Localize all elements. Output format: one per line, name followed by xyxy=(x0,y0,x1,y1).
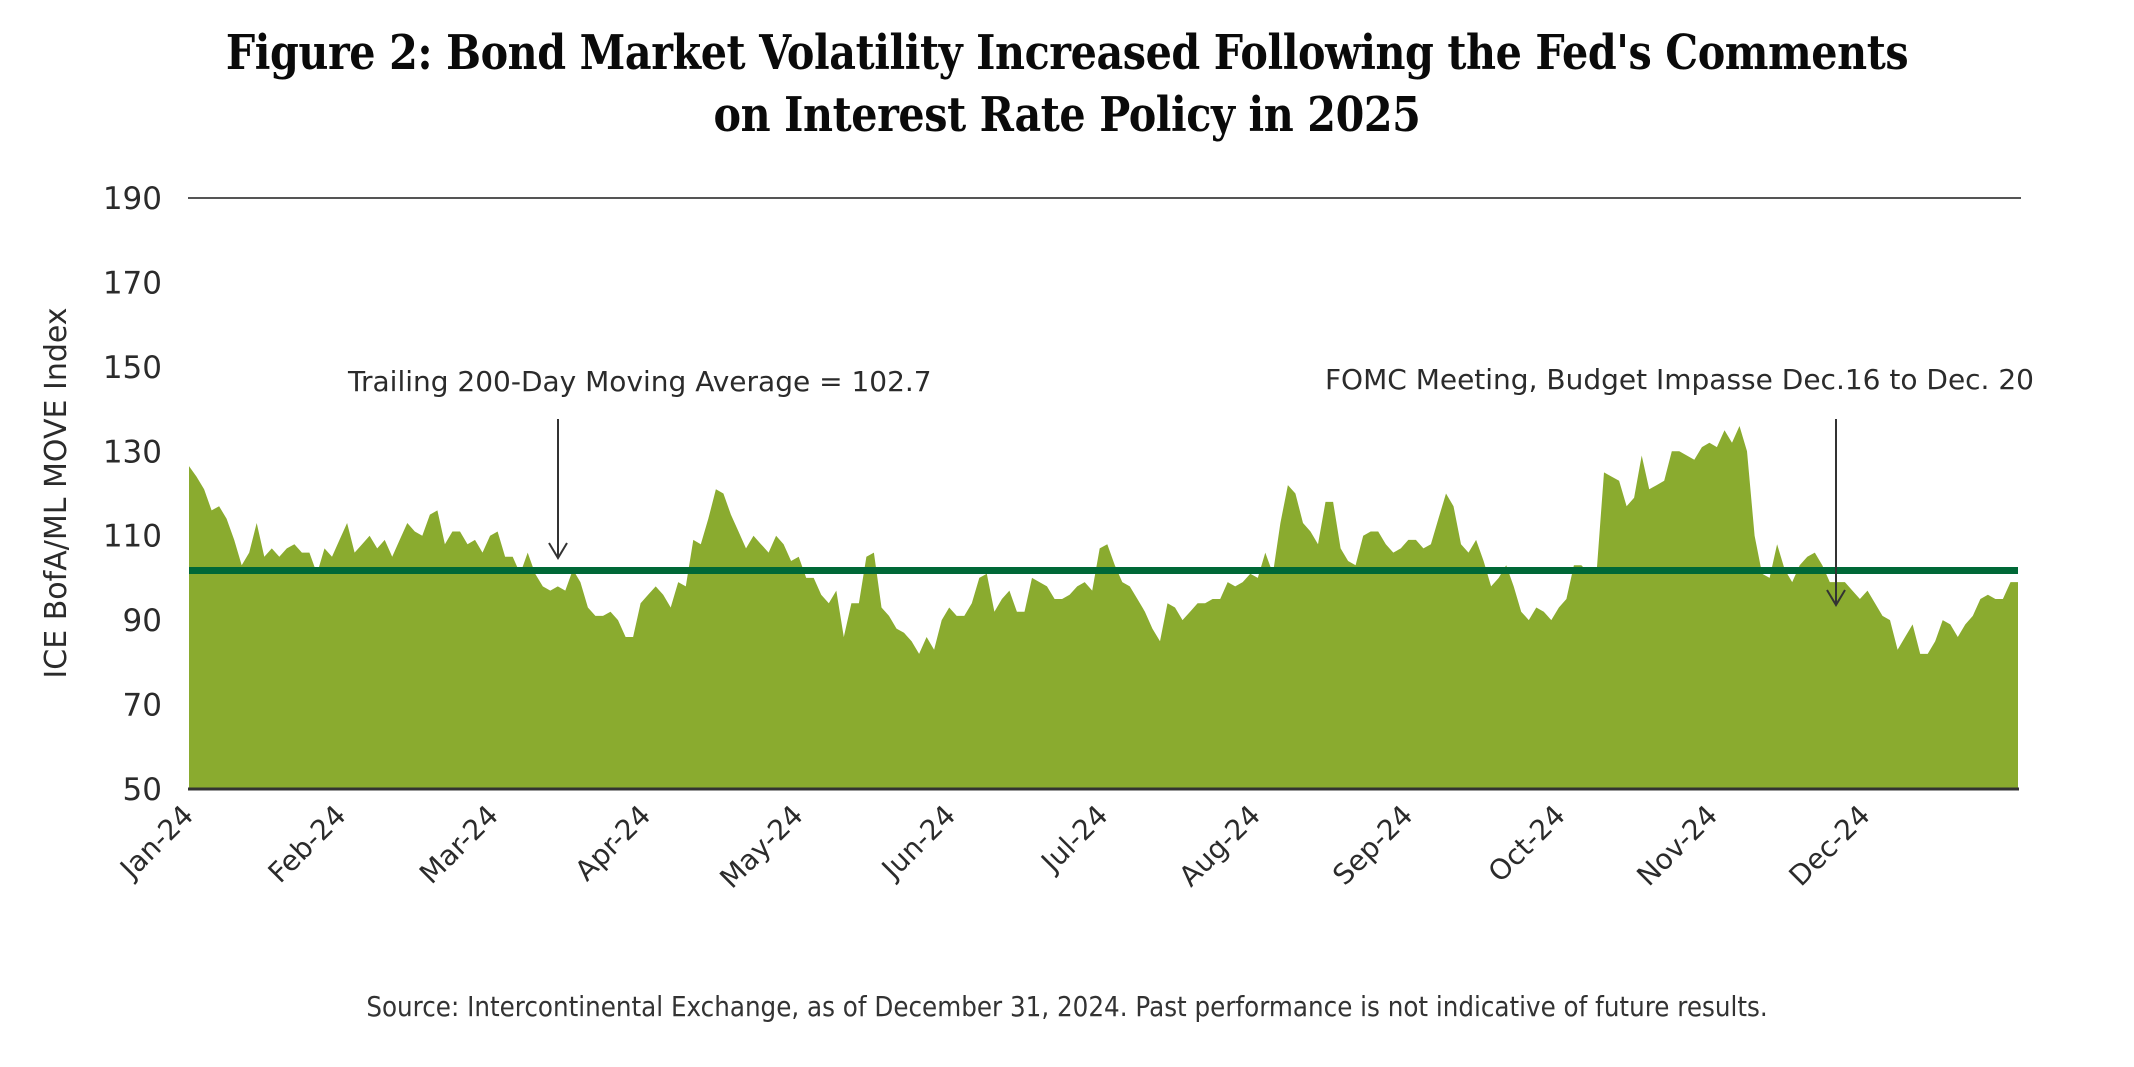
chart-title: Figure 2: Bond Market Volatility Increas… xyxy=(149,22,1984,146)
x-tick-label: Sep-24 xyxy=(1326,799,1419,892)
arrow-head xyxy=(1826,589,1846,607)
arrow-down-icon xyxy=(1826,419,1846,607)
arrow-head xyxy=(548,542,568,560)
x-tick-label: Nov-24 xyxy=(1630,799,1724,893)
x-tick-label: Aug-24 xyxy=(1173,799,1267,893)
y-tick-label: 190 xyxy=(103,181,162,217)
chart-title-line-1: Figure 2: Bond Market Volatility Increas… xyxy=(225,25,1909,81)
x-tick-label: Dec-24 xyxy=(1783,799,1877,893)
x-axis: Jan-24 Feb-24 Mar-24 Apr-24 May-24 Jun-24 Jul-… xyxy=(112,799,1876,895)
x-tick-label: Mar-24 xyxy=(413,799,505,891)
x-tick-label: Jul-24 xyxy=(1033,799,1114,880)
y-tick-label: 150 xyxy=(103,350,162,386)
y-axis-label: ICE BofA/ML MOVE Index xyxy=(39,307,74,678)
y-tick-label: 170 xyxy=(103,265,162,301)
arrow-down-icon xyxy=(548,419,568,560)
x-tick-label: Apr-24 xyxy=(569,799,658,888)
x-tick-label: Jan-24 xyxy=(112,799,200,887)
y-tick-label: 90 xyxy=(123,603,162,639)
annotations: Trailing 200-Day Moving Average = 102.7 F… xyxy=(347,363,2034,607)
x-tick-label: Oct-24 xyxy=(1482,799,1572,889)
y-tick-label: 70 xyxy=(123,688,162,724)
plot-area xyxy=(188,426,2019,791)
source-note: Source: Intercontinental Exchange, as of… xyxy=(366,990,1768,1023)
move-index-area xyxy=(189,426,2018,789)
x-tick-label: Jun-24 xyxy=(874,799,962,887)
x-tick-label: May-24 xyxy=(713,799,809,895)
annotation-fomc: FOMC Meeting, Budget Impasse Dec.16 to D… xyxy=(1325,363,2034,396)
x-tick-label: Feb-24 xyxy=(262,799,353,890)
chart-title-line-2: on Interest Rate Policy in 2025 xyxy=(713,87,1421,143)
annotation-moving-average: Trailing 200-Day Moving Average = 102.7 xyxy=(347,365,932,398)
y-tick-label: 110 xyxy=(103,519,162,555)
y-tick-label: 50 xyxy=(123,772,162,808)
y-axis: 190 170 150 130 110 90 70 50 xyxy=(103,181,2021,808)
y-tick-label: 130 xyxy=(103,434,162,470)
